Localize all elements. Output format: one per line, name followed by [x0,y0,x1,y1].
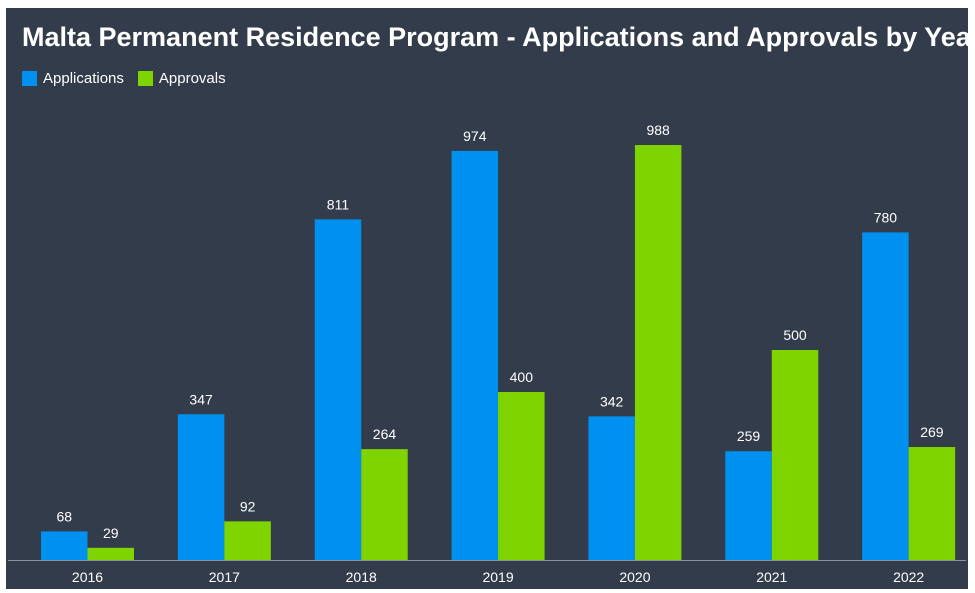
x-tick-label-2022: 2022 [893,569,924,585]
x-tick-label-2017: 2017 [209,569,240,585]
x-tick-label-2016: 2016 [72,569,103,585]
data-label-approvals-2020: 988 [646,122,670,138]
bar-applications-2016 [41,531,88,560]
data-label-approvals-2016: 29 [103,525,119,541]
x-tick-label-2021: 2021 [756,569,787,585]
data-label-approvals-2021: 500 [783,327,807,343]
bar-applications-2022 [862,232,909,560]
chart-title: Malta Permanent Residence Program - Appl… [22,22,975,52]
bar-approvals-2016 [87,547,134,560]
legend: Applications Approvals [22,70,240,87]
data-label-approvals-2018: 264 [373,426,397,442]
data-label-applications-2021: 259 [737,428,761,444]
bar-applications-2018 [314,219,362,560]
x-tick-label-2018: 2018 [346,569,377,585]
data-label-applications-2019: 974 [463,128,487,144]
bar-approvals-2021 [771,350,819,560]
legend-swatch-approvals [137,71,153,86]
legend-label-approvals: Approvals [158,70,226,87]
bar-applications-2020 [588,416,635,560]
legend-swatch-applications [22,71,37,86]
bar-applications-2021 [725,451,772,560]
data-label-approvals-2019: 400 [510,369,534,385]
chart-panel: Malta Permanent Residence Program - Appl… [6,8,975,589]
x-tick-label-2019: 2019 [482,569,513,585]
bar-applications-2017 [177,414,225,560]
bar-approvals-2022 [908,447,956,560]
legend-label-applications: Applications [43,70,124,87]
bar-applications-2019 [451,150,499,561]
data-label-approvals-2017: 92 [240,498,256,514]
data-label-applications-2016: 68 [56,508,72,524]
bar-approvals-2018 [361,449,408,560]
legend-item-approvals[interactable]: Approvals [137,70,226,87]
x-tick-label-2020: 2020 [619,569,650,585]
bar-approvals-2019 [498,392,545,560]
data-label-applications-2022: 780 [874,209,898,225]
legend-item-applications[interactable]: Applications [22,70,124,87]
bar-chart: 68 29 2016 347 92 2017 811 264 2018 974 400 2019 342… [8,122,966,585]
data-label-applications-2018: 811 [327,196,350,212]
data-label-applications-2017: 347 [189,391,213,407]
data-label-approvals-2022: 269 [920,424,944,440]
data-label-applications-2020: 342 [600,393,624,409]
bar-approvals-2020 [634,145,682,561]
bar-approvals-2017 [224,521,271,560]
